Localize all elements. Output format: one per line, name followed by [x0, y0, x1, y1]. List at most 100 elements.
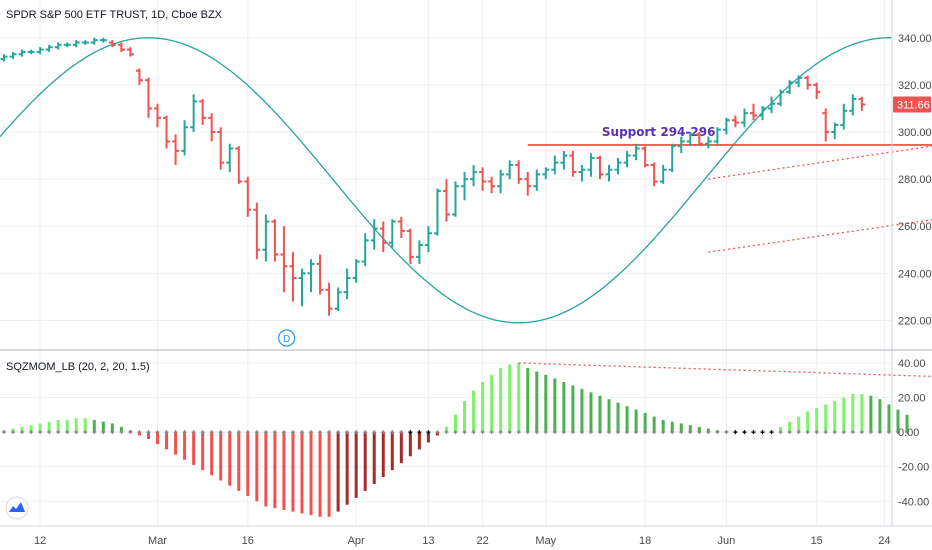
ohlc-bar	[849, 94, 857, 116]
x-tick-label: Jun	[718, 535, 736, 547]
ohlc-bar	[822, 108, 830, 142]
squeeze-dot	[498, 430, 503, 435]
ohlc-bar	[244, 176, 252, 217]
squeeze-dot	[83, 430, 88, 435]
squeeze-dot	[354, 430, 359, 435]
momentum-bar	[264, 432, 268, 507]
squeeze-dot	[408, 430, 413, 435]
squeeze-dot	[92, 430, 97, 435]
momentum-bar	[408, 432, 412, 457]
squeeze-dot	[688, 430, 693, 435]
momentum-bar	[544, 375, 548, 433]
ohlc-bar	[777, 89, 785, 107]
momentum-bar	[905, 414, 909, 433]
momentum-bar	[101, 421, 105, 433]
channel-lower-line	[708, 219, 932, 253]
momentum-bar	[851, 394, 855, 433]
ohlc-bar	[506, 160, 514, 180]
squeeze-dot	[200, 430, 205, 435]
squeeze-dot	[56, 430, 61, 435]
squeeze-dot	[372, 430, 377, 435]
squeeze-dot	[597, 430, 602, 435]
momentum-bar	[526, 368, 530, 433]
squeeze-dot	[905, 430, 909, 435]
chart-title: SPDR S&P 500 ETF TRUST, 1D, Cboe BZX	[6, 9, 223, 21]
ohlc-bar	[470, 164, 478, 187]
momentum-bar	[255, 432, 259, 502]
momentum-bar	[553, 378, 557, 433]
squeeze-dot	[272, 430, 277, 435]
momentum-bar	[29, 425, 33, 433]
squeeze-dot	[489, 430, 494, 435]
ohlc-bar	[515, 160, 523, 184]
momentum-bar	[65, 419, 69, 433]
ohlc-bar	[695, 132, 703, 147]
squeeze-dot	[769, 430, 774, 435]
ohlc-bar	[415, 240, 423, 264]
squeeze-dot	[218, 430, 223, 435]
ohlc-bar	[108, 40, 116, 48]
price-tick-label: 260.00	[898, 221, 932, 233]
momentum-bar	[300, 432, 304, 514]
ohlc-bar	[199, 99, 207, 125]
momentum-pane[interactable]	[2, 362, 932, 517]
momentum-bar	[508, 364, 512, 433]
momentum-bar	[372, 432, 376, 484]
momentum-tick-label: -20.00	[898, 462, 929, 474]
squeeze-dot	[679, 430, 684, 435]
ohlc-bar	[379, 221, 387, 253]
momentum-bar	[463, 400, 467, 433]
ohlc-bar	[524, 172, 532, 196]
ohlc-bar	[352, 259, 360, 283]
ohlc-bar	[831, 122, 839, 140]
squeeze-dot	[480, 430, 485, 435]
ohlc-bar	[605, 164, 613, 182]
ohlc-bar	[27, 49, 35, 55]
momentum-bar	[165, 432, 169, 450]
squeeze-dot	[363, 430, 368, 435]
squeeze-dot	[227, 430, 232, 435]
ohlc-bar	[452, 181, 459, 217]
momentum-bar	[643, 413, 647, 433]
ohlc-bar	[99, 37, 107, 43]
price-tick-label: 300.00	[898, 127, 932, 139]
squeeze-dot	[110, 430, 115, 435]
momentum-bar	[869, 395, 873, 433]
squeeze-dot	[119, 430, 124, 435]
squeeze-dot	[327, 430, 332, 435]
ohlc-bar	[641, 146, 649, 168]
ohlc-bar	[397, 216, 405, 238]
momentum-bar	[219, 432, 223, 481]
ohlc-bar	[749, 103, 757, 121]
ohlc-bar	[488, 176, 496, 194]
momentum-bar	[688, 425, 692, 433]
squeeze-dot	[552, 430, 557, 435]
ohlc-bar	[551, 155, 559, 175]
momentum-bar	[580, 388, 584, 433]
last-price-label: 311.66	[897, 100, 930, 112]
squeeze-dot	[299, 430, 304, 435]
squeeze-dot	[173, 430, 178, 435]
squeeze-dot	[164, 430, 169, 435]
marker-label: D	[283, 334, 290, 345]
squeeze-dot	[399, 430, 404, 435]
momentum-bar	[562, 381, 566, 433]
squeeze-dot	[832, 430, 837, 435]
ohlc-bar	[659, 164, 667, 184]
momentum-bar	[454, 414, 457, 433]
squeeze-dot	[760, 430, 765, 435]
ohlc-bar	[795, 75, 803, 88]
ohlc-bar	[677, 136, 685, 154]
momentum-bar	[878, 399, 882, 433]
squeeze-dot	[309, 430, 314, 435]
momentum-tick-label: 40.00	[898, 358, 926, 370]
ohlc-bar	[208, 113, 216, 142]
tradingview-logo-icon[interactable]	[5, 496, 29, 520]
momentum-bar	[146, 432, 150, 439]
price-pane[interactable]: Support 294-296 D 311.66	[0, 37, 932, 347]
squeeze-dot	[11, 430, 16, 435]
squeeze-dot	[534, 430, 539, 435]
ohlc-bar	[461, 172, 469, 201]
x-tick-label: 15	[811, 535, 823, 547]
momentum-bar	[47, 421, 51, 433]
